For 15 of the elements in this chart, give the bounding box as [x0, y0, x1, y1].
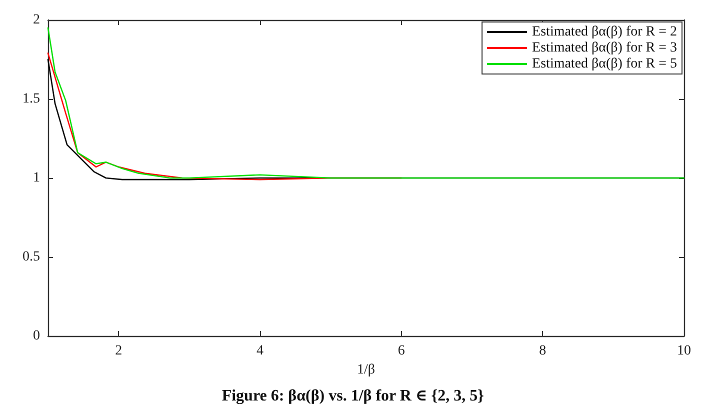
- y-tick-label: 0.5: [22, 250, 40, 264]
- legend-label: Estimated βα(β) for R = 5: [532, 56, 678, 72]
- x-tick-label: 2: [115, 344, 122, 358]
- x-tick-label: 6: [398, 344, 405, 358]
- legend-label: Estimated βα(β) for R = 2: [532, 24, 678, 40]
- caption: Figure 6: βα(β) vs. 1/β for R ∈ {2, 3, 5}: [222, 388, 484, 404]
- y-tick-label: 2: [33, 12, 40, 28]
- legend-label: Estimated βα(β) for R = 3: [532, 40, 678, 56]
- x-axis-title: 1/β: [356, 362, 376, 378]
- y-tick-label: 1.5: [22, 92, 40, 106]
- x-tick-label: 4: [256, 344, 264, 358]
- y-tick-label: 1: [33, 170, 40, 186]
- y-tick-label: 0: [33, 328, 40, 344]
- x-tick-label: 10: [677, 344, 691, 358]
- x-tick-label: 8: [539, 344, 546, 358]
